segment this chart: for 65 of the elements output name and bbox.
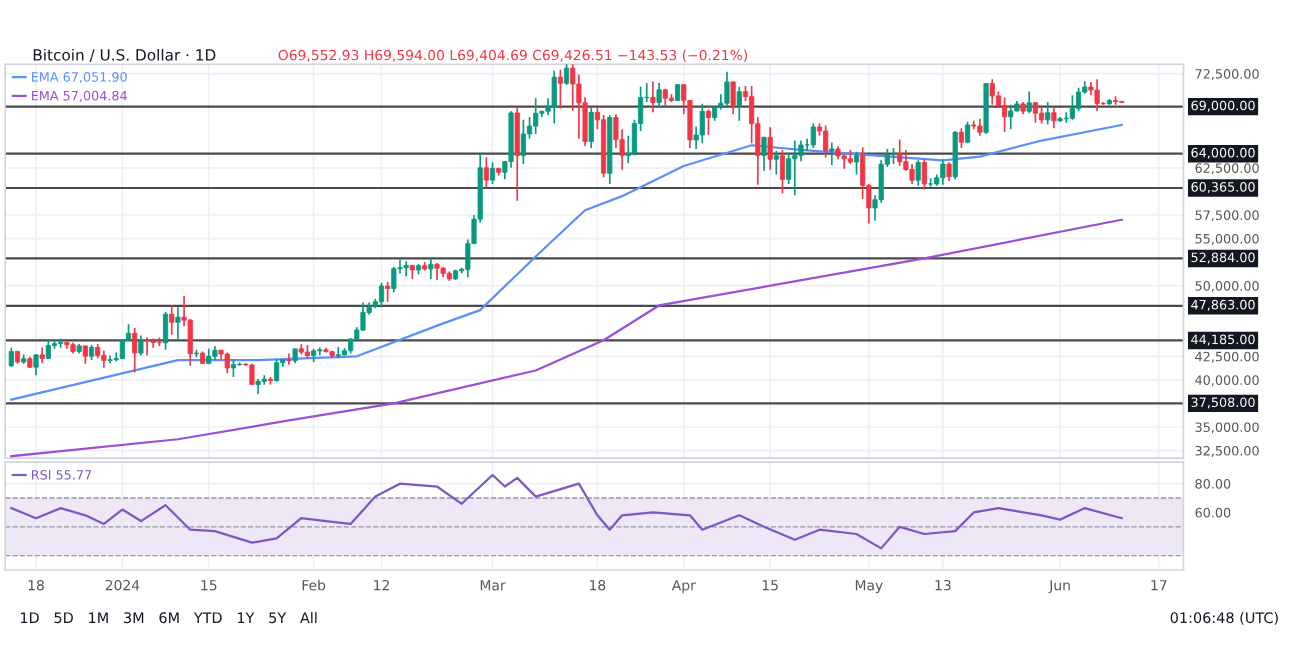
candlestick <box>107 354 113 364</box>
candlestick <box>1063 111 1069 124</box>
candlestick <box>779 149 786 195</box>
candlestick <box>1094 78 1100 113</box>
candlestick <box>132 327 138 374</box>
candlestick <box>705 108 712 136</box>
candlestick <box>724 70 730 107</box>
candlestick <box>82 344 88 365</box>
candlestick <box>162 311 169 351</box>
candlestick <box>1076 86 1082 113</box>
line-series <box>10 473 1123 550</box>
candlestick <box>483 156 489 189</box>
candlestick <box>138 334 144 357</box>
candlestick <box>650 80 656 114</box>
line-series <box>10 123 1123 401</box>
candlestick <box>699 102 705 145</box>
candlestick <box>946 161 952 182</box>
candlestick <box>385 281 391 303</box>
candlestick <box>8 347 14 368</box>
candlestick <box>144 336 150 357</box>
candlestick <box>921 158 927 191</box>
candlestick <box>958 127 964 149</box>
candlestick <box>576 73 582 140</box>
candlestick <box>897 138 903 167</box>
candlestick <box>1051 105 1057 130</box>
candlestick <box>286 352 292 366</box>
candlestick <box>520 118 526 165</box>
candlestick <box>360 301 366 332</box>
candlestick <box>792 139 798 197</box>
candlestick <box>514 105 520 202</box>
candlestick <box>175 306 181 341</box>
candlestick <box>810 122 816 149</box>
candlestick <box>940 158 946 186</box>
candlestick <box>563 64 570 86</box>
candlestick <box>823 124 829 159</box>
candlestick <box>1026 90 1032 115</box>
candlestick <box>656 82 662 109</box>
candlestick <box>730 80 736 115</box>
candlestick <box>588 106 594 149</box>
candlestick <box>391 265 397 294</box>
candlestick <box>829 141 835 166</box>
candlestick <box>952 130 958 181</box>
candlestick <box>736 85 742 122</box>
candlestick <box>533 97 539 135</box>
candlestick <box>58 337 64 349</box>
candlestick <box>489 161 496 185</box>
line-series <box>10 218 1123 458</box>
candlestick <box>428 257 434 280</box>
candlestick <box>761 135 767 172</box>
candlestick <box>1008 103 1014 131</box>
candlestick <box>403 260 409 278</box>
candlestick <box>169 304 175 336</box>
candlestick <box>1045 101 1051 126</box>
candlestick <box>989 78 995 106</box>
candlestick <box>557 69 563 110</box>
candlestick <box>378 281 385 309</box>
candlestick <box>274 358 280 383</box>
candlestick <box>767 126 773 171</box>
candlestick <box>551 69 557 125</box>
candlestick <box>773 150 779 176</box>
candlestick <box>1069 94 1076 121</box>
candlestick <box>853 151 860 176</box>
candlestick <box>335 346 341 360</box>
candlestick <box>1001 96 1008 133</box>
candlestick <box>915 159 921 187</box>
